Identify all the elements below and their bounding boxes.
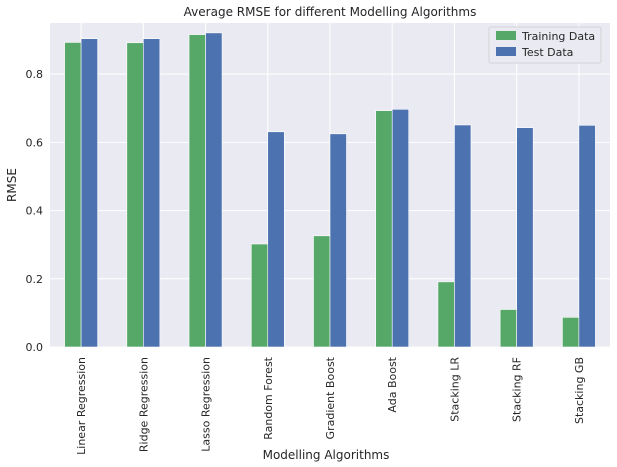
x-tick-label: Linear Regression <box>75 357 88 455</box>
y-ticks: 0.0 0.2 0.4 0.6 0.8 <box>26 68 44 354</box>
legend-label-training: Training Data <box>521 30 595 43</box>
bars <box>64 32 596 348</box>
x-tick-label: Stacking RF <box>511 357 524 422</box>
x-tick-label: Stacking LR <box>448 357 461 422</box>
y-axis-label: RMSE <box>5 168 19 202</box>
y-tick-label: 0.0 <box>26 341 44 354</box>
y-tick-label: 0.6 <box>26 136 44 149</box>
bar-test-5 <box>329 133 347 348</box>
bar-test-8 <box>516 127 534 348</box>
chart-title: Average RMSE for different Modelling Alg… <box>184 5 477 19</box>
bar-training-8 <box>499 309 517 348</box>
x-tick-label: Ridge Regression <box>137 357 150 452</box>
y-tick-label: 0.2 <box>26 273 44 286</box>
y-tick-label: 0.4 <box>26 205 44 218</box>
bar-training-1 <box>64 42 82 348</box>
bar-test-7 <box>454 124 472 348</box>
bar-training-7 <box>437 281 455 348</box>
bar-training-9 <box>562 317 580 348</box>
x-tick-label: Ada Boost <box>386 356 399 412</box>
bar-training-2 <box>126 42 144 348</box>
x-tick-label: Gradient Boost <box>324 356 337 439</box>
bar-training-4 <box>250 243 269 348</box>
x-ticks: Linear Regression Ridge Regression Lasso R… <box>75 356 586 455</box>
bar-test-9 <box>578 125 596 348</box>
y-tick-label: 0.8 <box>26 68 44 81</box>
bar-test-4 <box>267 131 285 348</box>
legend-swatch-training <box>496 31 516 40</box>
legend-swatch-test <box>496 47 516 56</box>
bar-test-2 <box>143 38 161 348</box>
bar-training-3 <box>188 34 206 348</box>
x-tick-label: Random Forest <box>262 356 275 439</box>
bar-test-1 <box>80 38 98 348</box>
x-tick-label: Lasso Regression <box>200 357 213 452</box>
bar-test-6 <box>391 108 410 348</box>
x-axis-label: Modelling Algorithms <box>263 448 390 462</box>
legend-label-test: Test Data <box>521 46 573 59</box>
legend: Training Data Test Data <box>488 26 602 64</box>
bar-training-5 <box>313 235 331 348</box>
bar-test-3 <box>205 32 223 348</box>
legend-frame <box>488 26 602 64</box>
bar-training-6 <box>375 110 393 348</box>
x-tick-label: Stacking GB <box>573 357 586 424</box>
